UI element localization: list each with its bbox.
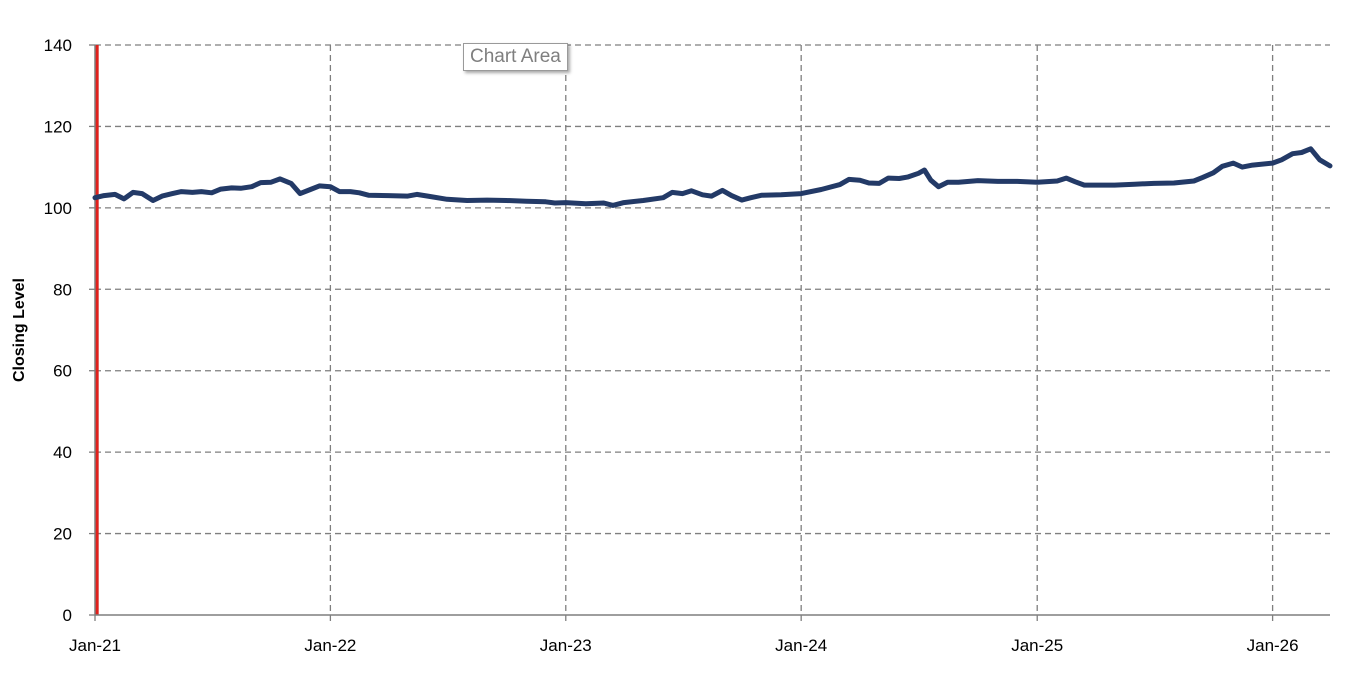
x-tick-labels: Jan-21 Jan-22 Jan-23 Jan-24 Jan-25 Jan-26 xyxy=(69,636,1299,655)
axes xyxy=(89,44,1330,621)
y-tick-label: 0 xyxy=(63,606,72,625)
x-tick-label: Jan-23 xyxy=(540,636,592,655)
closing-level-line xyxy=(92,146,1333,208)
x-tick-label: Jan-24 xyxy=(775,636,827,655)
y-tick-labels: 0 20 40 60 80 100 120 140 xyxy=(44,36,72,625)
series-group xyxy=(92,146,1333,208)
x-tick-label: Jan-22 xyxy=(304,636,356,655)
y-tick-label: 140 xyxy=(44,36,72,55)
x-tick-label: Jan-25 xyxy=(1011,636,1063,655)
gridlines xyxy=(95,44,1330,615)
y-tick-label: 20 xyxy=(53,525,72,544)
y-tick-label: 40 xyxy=(53,443,72,462)
chart-area-tooltip: Chart Area xyxy=(463,43,568,71)
x-tick-label: Jan-26 xyxy=(1247,636,1299,655)
y-tick-label: 80 xyxy=(53,280,72,299)
x-tick-label: Jan-21 xyxy=(69,636,121,655)
y-axis-title: Closing Level xyxy=(11,278,28,382)
y-tick-label: 60 xyxy=(53,362,72,381)
y-tick-label: 100 xyxy=(44,199,72,218)
y-tick-label: 120 xyxy=(44,117,72,136)
